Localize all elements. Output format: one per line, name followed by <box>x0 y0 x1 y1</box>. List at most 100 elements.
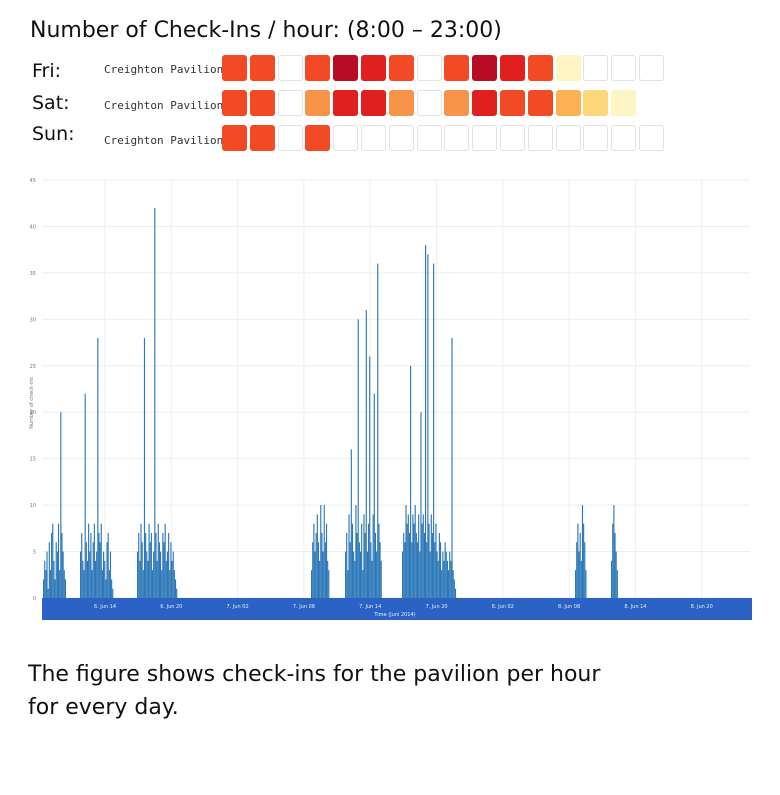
bar <box>422 514 424 598</box>
bar <box>370 542 372 598</box>
bar <box>379 542 381 598</box>
heatmap-cell <box>639 90 664 116</box>
bar <box>173 570 175 598</box>
bar <box>413 523 415 598</box>
heatmap-cell <box>444 125 470 151</box>
heatmap-cell <box>361 55 386 81</box>
bar <box>64 579 66 598</box>
bar <box>55 542 57 598</box>
heatmap-cell <box>527 55 553 81</box>
heatmap-cell <box>639 125 664 151</box>
heatmap-day-label-fri: Fri: <box>32 60 62 82</box>
bar <box>454 588 457 598</box>
heatmap-cell <box>416 90 442 116</box>
heatmap-cell <box>249 90 275 116</box>
bar <box>93 523 95 598</box>
bar <box>427 254 429 599</box>
bar <box>172 551 174 598</box>
heatmap-cell <box>583 55 609 81</box>
bar <box>414 505 416 598</box>
bar <box>314 551 316 598</box>
bar <box>176 588 178 598</box>
bar <box>146 551 148 598</box>
bar <box>418 514 420 598</box>
heatmap-cell <box>305 55 331 81</box>
bar <box>59 570 61 598</box>
x-tick-label: 8. Jun 08 <box>558 604 580 610</box>
bar <box>108 570 110 598</box>
bar <box>43 579 45 598</box>
bar <box>428 523 430 598</box>
y-tick-label: 0 <box>33 596 36 602</box>
chart-gridlines <box>42 179 750 599</box>
bar <box>374 532 377 598</box>
bar <box>44 560 46 598</box>
y-tick-label: 10 <box>30 503 36 509</box>
bar <box>158 542 160 598</box>
bar <box>416 542 419 598</box>
y-tick-label: 40 <box>30 224 36 230</box>
bar <box>445 551 447 598</box>
heatmap-cell <box>333 55 359 81</box>
bar <box>615 551 617 598</box>
bar <box>46 551 48 598</box>
bar <box>446 560 448 598</box>
bar <box>61 532 63 598</box>
x-tick-label: 8. Jun 20 <box>691 604 713 610</box>
bar <box>138 532 140 598</box>
bar <box>585 570 587 598</box>
bar <box>111 579 113 598</box>
bar <box>63 570 65 598</box>
bar <box>106 542 108 598</box>
bar <box>346 532 348 598</box>
bar <box>45 570 47 598</box>
bar <box>407 514 409 598</box>
bar <box>166 551 169 598</box>
bar <box>351 523 354 598</box>
bar <box>363 514 365 598</box>
bar <box>443 560 445 598</box>
heatmap-cell <box>222 55 247 81</box>
bar <box>372 514 374 598</box>
bar <box>164 523 166 598</box>
bar <box>354 560 356 598</box>
bar <box>160 551 162 598</box>
bar <box>147 560 149 598</box>
heatmap-cell <box>611 125 637 151</box>
heatmap-cell <box>388 55 414 81</box>
bar <box>323 505 325 598</box>
heatmap-cell <box>611 55 637 81</box>
bar <box>53 560 55 598</box>
bar <box>380 560 382 598</box>
bar <box>411 542 413 598</box>
bar <box>99 542 101 598</box>
bar <box>96 551 98 598</box>
heatmap-day-label-sun: Sun: <box>32 123 75 145</box>
bar <box>357 319 359 598</box>
heatmap-cell <box>555 90 581 116</box>
bar <box>415 532 417 598</box>
caption-line-1: The figure shows check-ins for the pavil… <box>28 662 601 687</box>
x-tick-label: 8. Jun 02 <box>492 604 514 610</box>
bar <box>313 523 315 598</box>
bar <box>371 560 373 598</box>
x-tick-label: 7. Jun 02 <box>227 604 249 610</box>
bar <box>453 579 455 598</box>
y-axis-title: Number of check-ins <box>29 377 35 429</box>
x-axis: 6. Jun 14 6. Jun 20 7. Jun 02 7. Jun 08 7. J… <box>42 598 752 620</box>
bar <box>452 570 454 598</box>
bar <box>450 560 452 598</box>
bar <box>92 542 94 598</box>
bar <box>575 570 577 598</box>
bar <box>52 523 54 598</box>
bar <box>376 551 378 598</box>
bar <box>57 523 60 598</box>
bar <box>419 551 421 598</box>
x-tick-label: 7. Jun 08 <box>293 604 315 610</box>
bar <box>98 532 100 598</box>
bar <box>611 560 613 598</box>
bar <box>142 570 144 598</box>
bar <box>169 570 171 598</box>
heatmap-cell <box>500 125 525 151</box>
bar <box>412 514 414 598</box>
